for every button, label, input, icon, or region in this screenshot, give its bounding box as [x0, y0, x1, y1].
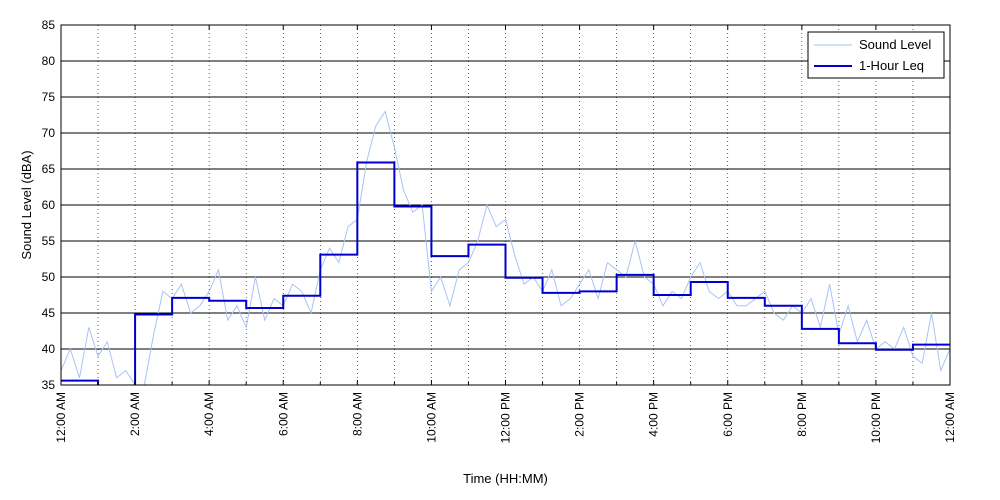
x-tick-label: 10:00 PM [869, 392, 883, 443]
y-tick-label: 35 [42, 378, 56, 392]
x-tick-label: 12:00 PM [499, 392, 513, 443]
legend-label-leq: 1-Hour Leq [859, 58, 924, 73]
y-tick-label: 45 [42, 306, 56, 320]
x-tick-label: 2:00 AM [128, 392, 142, 436]
x-tick-label: 6:00 AM [276, 392, 290, 436]
y-axis-ticks: 35 40 45 50 55 60 65 70 75 80 85 [42, 18, 950, 392]
y-tick-label: 70 [42, 126, 56, 140]
y-tick-label: 80 [42, 54, 56, 68]
x-tick-label: 8:00 AM [350, 392, 364, 436]
y-tick-label: 65 [42, 162, 56, 176]
x-tick-label: 8:00 PM [795, 392, 809, 437]
legend-box [807, 31, 945, 79]
y-tick-label: 40 [42, 342, 56, 356]
series-1-hour-leq [61, 161, 950, 385]
y-tick-label: 50 [42, 270, 56, 284]
x-axis-label: Time (HH:MM) [463, 471, 548, 486]
y-tick-label: 75 [42, 90, 56, 104]
y-axis-label: Sound Level (dBA) [19, 150, 34, 259]
x-tick-label: 2:00 PM [573, 392, 587, 437]
y-tick-label: 55 [42, 234, 56, 248]
y-tick-label: 60 [42, 198, 56, 212]
x-tick-label: 4:00 AM [202, 392, 216, 436]
x-axis-ticks: 12:00 AM 2:00 AM 4:00 AM 6:00 AM 8:00 AM 10:0… [54, 25, 957, 443]
y-tick-label: 85 [42, 18, 56, 32]
legend-label-sound-level: Sound Level [859, 37, 931, 52]
x-tick-label: 12:00 AM [54, 392, 68, 443]
plot-series-group [61, 110, 950, 385]
x-tick-label: 6:00 PM [721, 392, 735, 437]
x-tick-label: 12:00 AM [943, 392, 957, 443]
x-tick-label: 10:00 AM [424, 392, 438, 443]
x-tick-label: 4:00 PM [647, 392, 661, 437]
legend: Sound Level 1-Hour Leq [807, 31, 945, 79]
